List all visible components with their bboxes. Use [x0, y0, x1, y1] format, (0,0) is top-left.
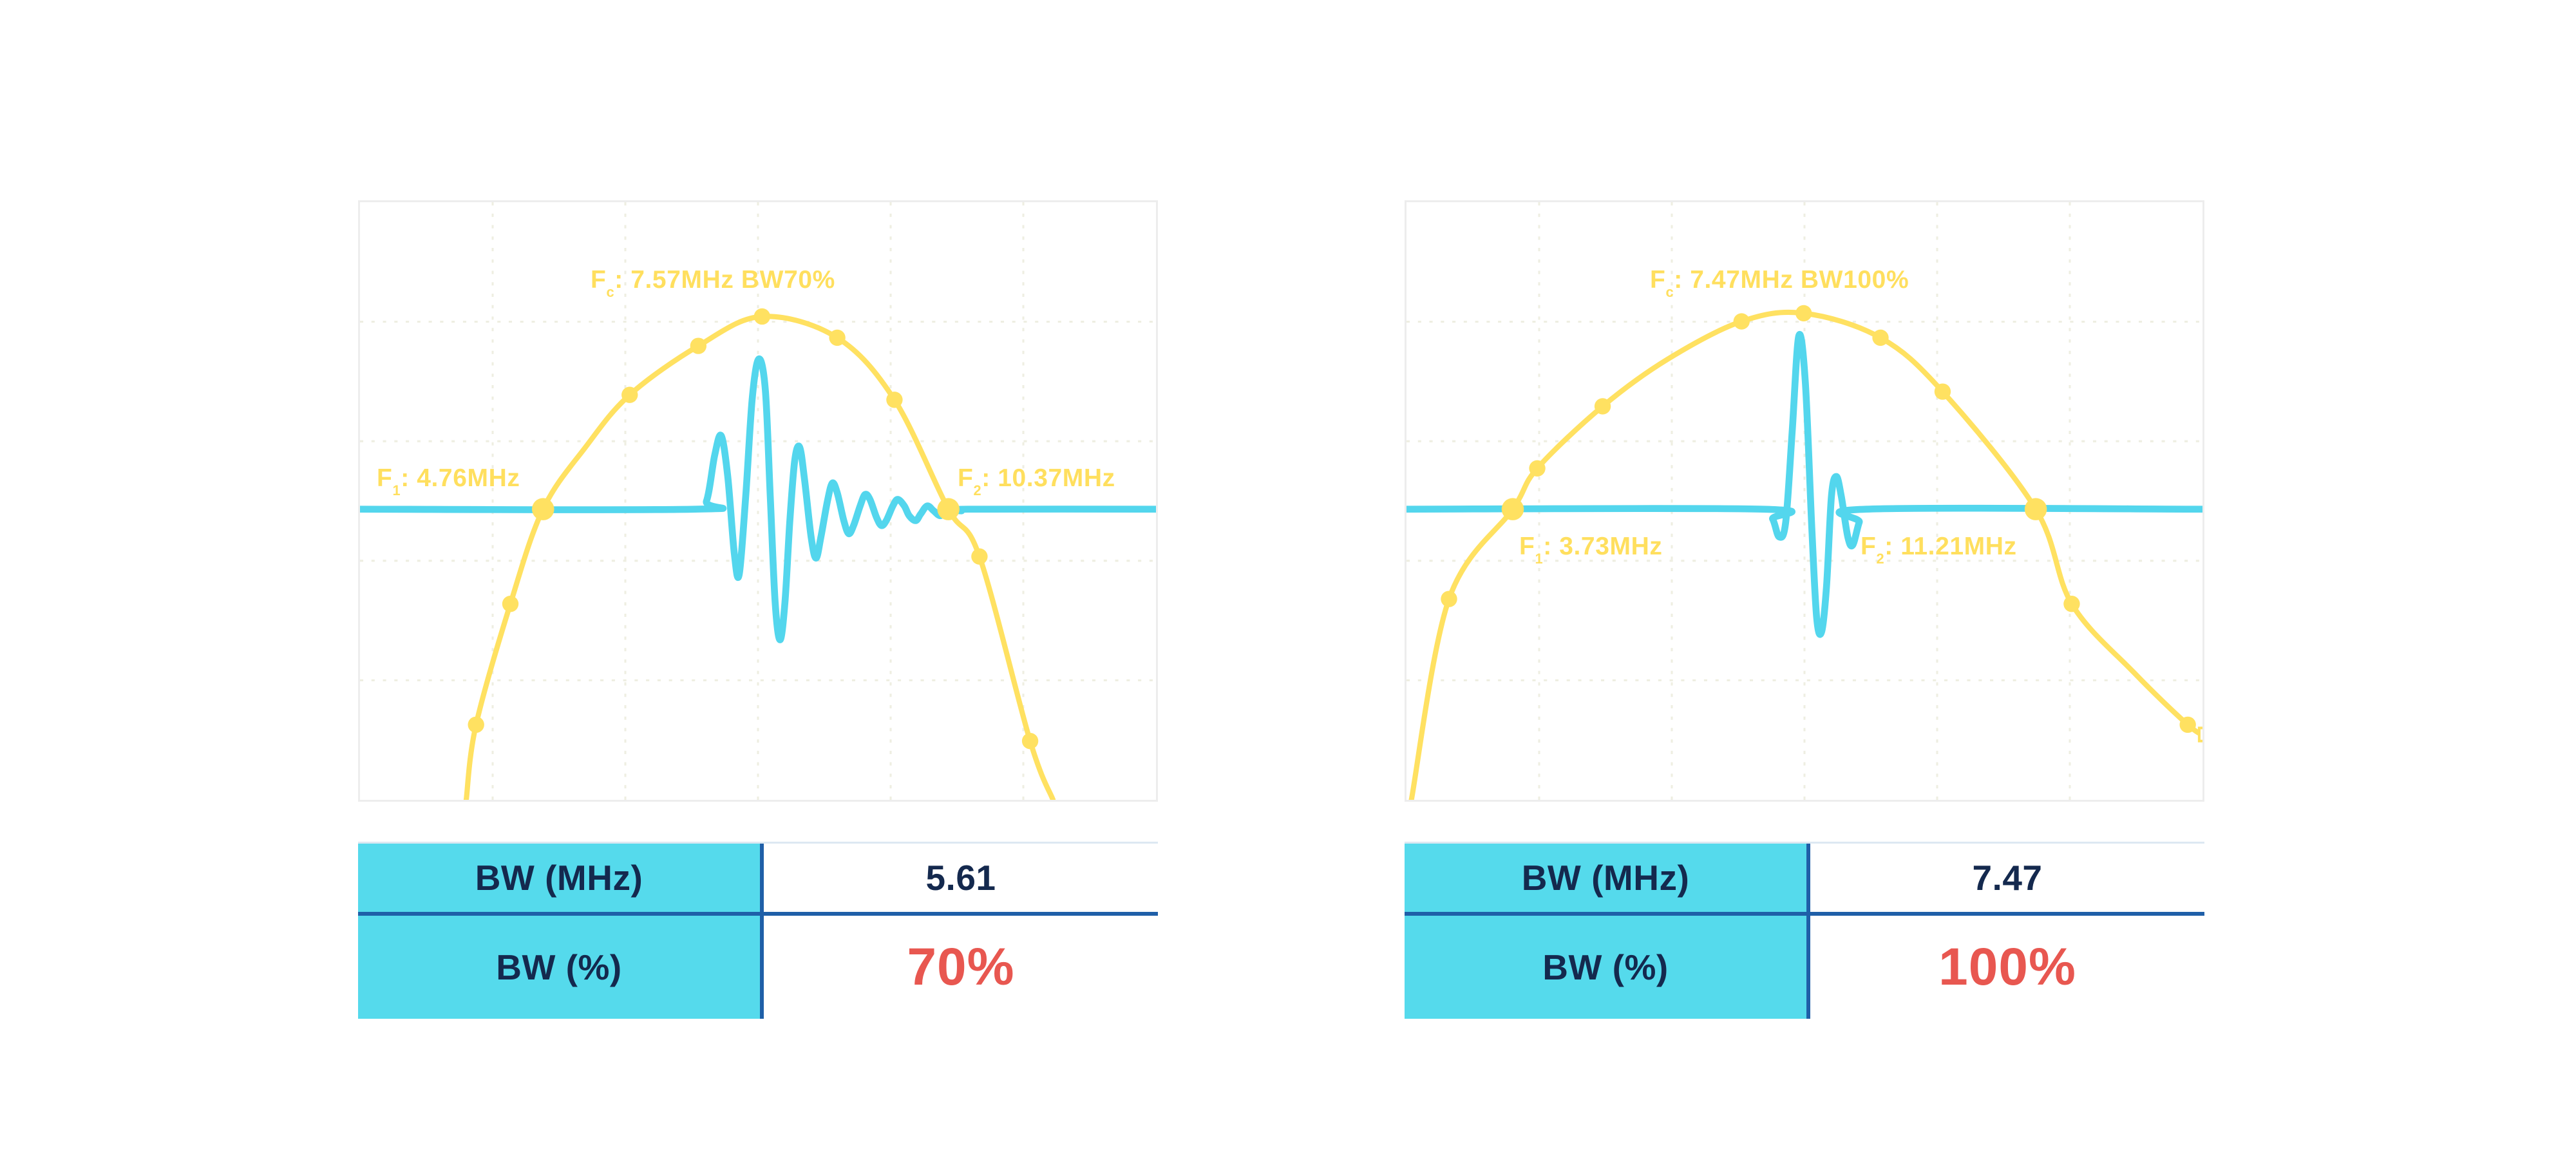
- f1-subscript: 1: [1535, 551, 1544, 567]
- left-plot-area: Fc: 7.57MHz BW70% F1: 4.76MHz F2: 10.37M…: [358, 200, 1158, 802]
- data-point-marker: [971, 548, 988, 565]
- data-point-marker: [1733, 313, 1750, 330]
- table-row: BW (%) 100%: [1405, 916, 2204, 1019]
- data-point-marker: [886, 392, 903, 408]
- data-point-marker: [621, 386, 638, 403]
- data-point-marker: [1594, 398, 1611, 415]
- left-bw-table: BW (MHz) 5.61 BW (%) 70%: [358, 842, 1158, 1019]
- fc-symbol: F: [1650, 266, 1666, 294]
- data-point-marker: [753, 308, 771, 325]
- table-row: BW (MHz) 5.61: [358, 844, 1158, 916]
- right-spectrum-plot-svg: [1406, 202, 2202, 800]
- f2-subscript: 2: [1876, 551, 1885, 567]
- cutoff-frequency-marker: [937, 498, 960, 520]
- right-fc-label: Fc: 7.47MHz BW100%: [1650, 265, 1909, 301]
- fc-symbol: F: [591, 266, 607, 294]
- f2-symbol: F: [958, 464, 974, 492]
- left-fc-label: Fc: 7.57MHz BW70%: [591, 265, 835, 301]
- f2-value-text: : 11.21MHz: [1884, 533, 2017, 560]
- fc-value-text: : 7.47MHz BW100%: [1674, 266, 1909, 294]
- left-spectrum-plot-svg: [360, 202, 1156, 800]
- pulse-waveform: [1406, 331, 2202, 638]
- f2-value-text: : 10.37MHz: [981, 464, 1115, 492]
- data-point-marker: [1795, 305, 1812, 322]
- f1-symbol: F: [1519, 533, 1535, 560]
- data-point-marker: [1441, 591, 1457, 607]
- cutoff-frequency-marker: [531, 498, 554, 520]
- bw-percent-value-cell: 70%: [907, 938, 1015, 996]
- f1-value-text: : 4.76MHz: [401, 464, 520, 492]
- f1-subscript: 1: [392, 482, 401, 499]
- left-f1-label: F1: 4.76MHz: [377, 464, 520, 499]
- bw-mhz-value-cell: 5.61: [925, 858, 996, 898]
- f2-symbol: F: [1861, 533, 1877, 560]
- fc-subscript: c: [606, 284, 615, 301]
- pulse-waveform: [360, 355, 1156, 643]
- right-plot-area: Fc: 7.47MHz BW100% F1: 3.73MHz F2: 11.21…: [1405, 200, 2204, 802]
- table-row: BW (%) 70%: [358, 916, 1158, 1019]
- fc-value-text: : 7.57MHz BW70%: [614, 266, 835, 294]
- f1-value-text: : 3.73MHz: [1543, 533, 1663, 560]
- cutoff-frequency-marker: [2024, 498, 2047, 520]
- data-point-marker: [502, 596, 519, 612]
- right-bw-table: BW (MHz) 7.47 BW (%) 100%: [1405, 842, 2204, 1019]
- cutoff-frequency-marker: [1501, 498, 1524, 520]
- f1-symbol: F: [377, 464, 393, 492]
- data-point-marker: [690, 337, 707, 354]
- table-row: BW (MHz) 7.47: [1405, 844, 2204, 916]
- curve-end-marker: [2197, 726, 2202, 743]
- bw-mhz-header-cell: BW (MHz): [1405, 844, 1810, 912]
- spectrum-curve: [463, 314, 1056, 800]
- bw-mhz-header-cell: BW (MHz): [358, 844, 764, 912]
- data-point-marker: [468, 716, 484, 733]
- data-point-marker: [1021, 733, 1039, 750]
- data-point-marker: [1529, 460, 1546, 477]
- fc-subscript: c: [1665, 284, 1674, 301]
- data-point-marker: [1934, 383, 1951, 400]
- right-f1-label: F1: 3.73MHz: [1519, 532, 1663, 567]
- bw-percent-header-cell: BW (%): [358, 916, 764, 1019]
- data-point-marker: [2179, 716, 2196, 733]
- right-f2-label: F2: 11.21MHz: [1861, 532, 2017, 567]
- data-point-marker: [2063, 596, 2080, 612]
- data-point-marker: [829, 329, 846, 346]
- bw-percent-value-cell: 100%: [1938, 938, 2076, 996]
- bw-percent-header-cell: BW (%): [1405, 916, 1810, 1019]
- left-f2-label: F2: 10.37MHz: [958, 464, 1115, 499]
- bw-mhz-value-cell: 7.47: [1972, 858, 2043, 898]
- f2-subscript: 2: [973, 482, 982, 499]
- data-point-marker: [1872, 329, 1889, 346]
